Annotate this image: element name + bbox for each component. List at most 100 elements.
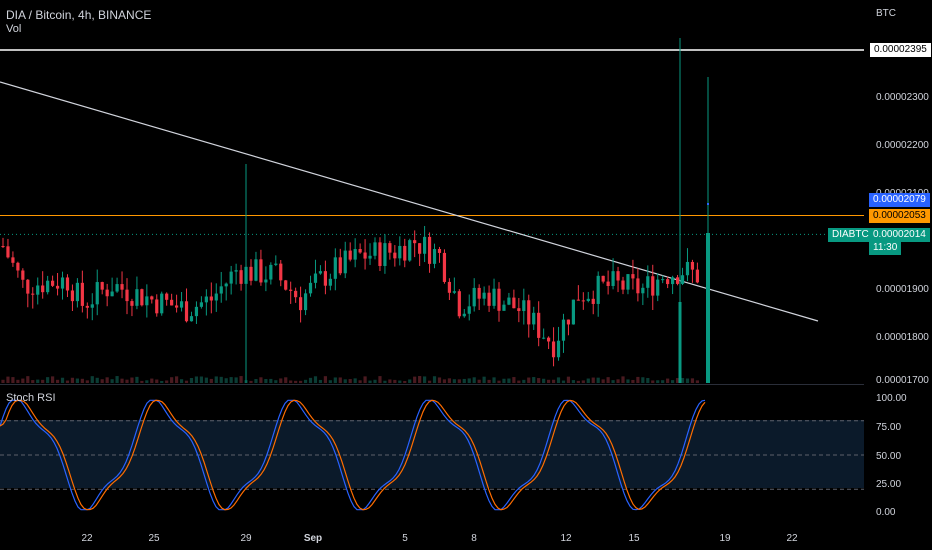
candle-body (224, 283, 228, 287)
candle-body (423, 236, 427, 254)
candle-body (140, 289, 144, 306)
countdown-tag: 11:30 (869, 241, 902, 255)
volume-bar (95, 377, 99, 383)
time-axis-label: 25 (148, 533, 160, 544)
candle-body (160, 293, 164, 314)
candle-body (547, 337, 551, 342)
volume-bar (437, 377, 442, 383)
time-axis-label: 22 (81, 533, 93, 544)
candle-body (561, 319, 566, 341)
volume-bar (194, 376, 199, 383)
candle-body (542, 337, 546, 339)
candle-body (170, 299, 174, 306)
volume-bar (537, 378, 541, 383)
volume-bar (418, 376, 422, 383)
volume-bar (403, 380, 407, 383)
volume-bar (591, 377, 595, 383)
volume-bar (601, 379, 605, 383)
candle-body (85, 305, 89, 308)
candle-body (189, 316, 194, 322)
volume-bar (353, 378, 357, 383)
candle-body (55, 285, 60, 289)
candle-body (576, 299, 580, 301)
candle-body (418, 243, 422, 254)
volume-bar (487, 379, 491, 383)
stoch-k-line (0, 399, 706, 511)
candle-body (452, 291, 456, 293)
candle-body (437, 249, 442, 253)
volume-bar (269, 378, 273, 383)
candle-body (626, 274, 630, 290)
volume-bar (55, 379, 60, 383)
candle-body (586, 298, 590, 301)
volume-bar (492, 377, 496, 383)
volume-bar (666, 378, 670, 383)
rsi-band-fill (0, 420, 864, 488)
candle-body (303, 293, 308, 311)
candle-body (636, 278, 640, 294)
volume-bar (328, 380, 332, 383)
volume-bar (31, 380, 35, 383)
volume-label: Vol (6, 23, 22, 35)
volume-bar (323, 376, 327, 383)
candle-body (378, 242, 382, 266)
candle-body (209, 296, 213, 301)
time-axis-label: 5 (402, 533, 408, 544)
volume-bar (46, 377, 50, 383)
volume-bar (497, 380, 501, 383)
candle-body (269, 264, 273, 280)
candle-body (175, 305, 179, 308)
rsi-axis-tick: 75.00 (876, 422, 901, 433)
volume-bar (11, 377, 15, 383)
candle-body (566, 319, 571, 325)
candle-body (556, 340, 561, 358)
candle-body (651, 276, 655, 296)
volume-bar (452, 379, 456, 383)
candle-body (403, 245, 407, 261)
volume-bar (6, 376, 10, 383)
candle-body (581, 300, 585, 302)
candle-body (294, 290, 298, 298)
volume-bar (130, 377, 134, 383)
candle-body (70, 290, 75, 302)
volume-bar (289, 380, 293, 383)
volume-bar (576, 380, 580, 383)
candle-body (11, 257, 15, 263)
candle-body (388, 243, 392, 253)
candle-body (616, 271, 620, 281)
volume-bar (204, 377, 208, 383)
candle-body (21, 270, 25, 280)
candle-body (264, 279, 268, 283)
candle-body (353, 249, 357, 260)
symbol-tag: DIABTC (828, 228, 869, 242)
volume-bar (299, 380, 303, 383)
volume-bar (378, 376, 382, 383)
volume-bar (145, 380, 149, 383)
volume-bar (110, 379, 114, 383)
candle-body (60, 277, 65, 289)
volume-bar (427, 380, 432, 383)
volume-bar (447, 378, 451, 383)
candle-body (611, 271, 615, 286)
candle-body (497, 288, 501, 311)
candle-body (313, 273, 318, 283)
candle-body (254, 259, 258, 281)
candle-body (105, 289, 109, 297)
volume-bar (596, 377, 600, 383)
volume-bar (383, 380, 387, 383)
volume-bar (462, 378, 466, 383)
candle-body (1, 246, 5, 248)
candle-body (249, 266, 253, 281)
candle-body (442, 252, 447, 282)
candle-body (150, 296, 154, 300)
volume-bar (457, 379, 461, 383)
volume-bar (398, 380, 402, 383)
volume-bar (234, 377, 238, 383)
candle-body (457, 291, 461, 317)
volume-bar (695, 380, 699, 383)
volume-bar (566, 376, 571, 383)
volume-bar (219, 376, 223, 383)
stoch-d-line (0, 399, 706, 511)
volume-bar (621, 376, 625, 383)
